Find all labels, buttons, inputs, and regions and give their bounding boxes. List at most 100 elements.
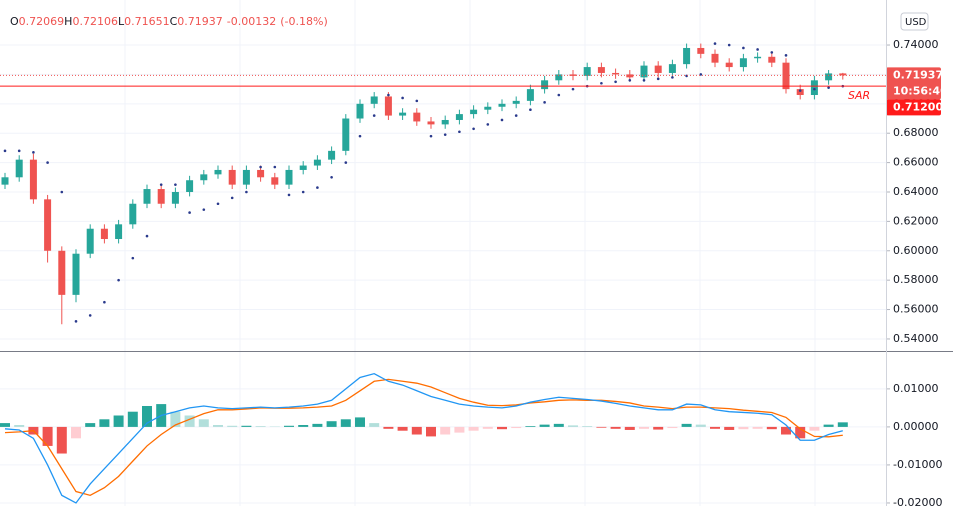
candle-body — [725, 62, 733, 68]
candle-body — [228, 169, 236, 185]
histogram-bar — [667, 426, 678, 429]
histogram-bar — [56, 426, 67, 454]
candle-body — [58, 250, 66, 295]
sar-dot — [543, 101, 546, 104]
candle-body — [739, 58, 747, 68]
sar-dot — [301, 190, 305, 194]
candle-body — [115, 224, 123, 240]
candle-body — [285, 169, 293, 185]
histogram-bar — [142, 405, 152, 427]
candle-body — [257, 169, 265, 178]
candle-body — [342, 118, 350, 151]
candle-body — [29, 159, 37, 200]
histogram-bar — [568, 425, 578, 427]
sar-dot — [486, 123, 490, 126]
sar-dot — [813, 87, 816, 91]
histogram-bar — [624, 426, 635, 430]
histogram-bar — [468, 426, 479, 431]
histogram-bar — [369, 423, 380, 427]
sar-dot — [387, 93, 390, 97]
histogram-bar — [426, 426, 436, 437]
y-tick-label: 0.64000 — [893, 185, 939, 198]
sar-dot — [784, 54, 788, 57]
sar-dot — [514, 114, 518, 117]
candle-body — [72, 253, 80, 295]
header-key: L — [118, 15, 125, 28]
histogram-bar — [752, 426, 763, 429]
sar-dot — [699, 73, 703, 76]
y-tick-label: 0.60000 — [893, 244, 939, 257]
header-value: (-0.18%) — [280, 15, 328, 28]
candle-body — [612, 72, 620, 75]
histogram-bar — [355, 417, 365, 427]
histogram-bar — [653, 426, 664, 430]
candle-body — [100, 228, 108, 240]
sar-dot — [159, 183, 163, 186]
histogram-bar — [298, 425, 309, 427]
sar-dot — [798, 89, 802, 92]
header-value: 0.71937 — [177, 15, 223, 28]
histogram-bar — [454, 426, 465, 433]
sar-dot — [202, 208, 206, 211]
sar-dot — [17, 149, 21, 153]
candle-body — [441, 119, 449, 125]
histogram-bar — [639, 426, 649, 429]
candle-body — [697, 47, 705, 54]
sar-dot — [472, 127, 475, 131]
sar-dot — [245, 190, 248, 194]
y-tick-label: 0.56000 — [893, 303, 939, 316]
sar-dot — [188, 211, 191, 214]
candle-body — [271, 177, 279, 185]
candle-body — [1, 177, 9, 185]
histogram-bar — [340, 419, 351, 427]
candle-body — [242, 169, 250, 185]
sar-dot — [770, 51, 774, 54]
histogram-bar — [539, 424, 550, 427]
histogram-bar — [781, 426, 791, 435]
histogram-bar — [312, 423, 323, 427]
histogram-bar — [0, 423, 10, 427]
histogram-bar — [42, 426, 53, 446]
histogram-bar — [766, 426, 777, 430]
sar-dot — [88, 314, 92, 317]
histogram-bar — [610, 426, 621, 429]
sar-dot — [415, 99, 419, 103]
candle-body — [370, 96, 378, 104]
candle-body — [384, 96, 392, 116]
candle-body — [455, 114, 463, 120]
candle-body — [470, 109, 478, 115]
histogram-bar — [113, 415, 124, 427]
sar-dot — [727, 43, 731, 47]
candle-body — [555, 74, 563, 81]
histogram-bar — [227, 425, 238, 427]
candle-body — [597, 67, 605, 73]
sar-dot — [656, 77, 660, 81]
y-tick-label: 0.74000 — [893, 38, 939, 51]
candle-body — [186, 180, 194, 192]
header-key: H — [64, 15, 72, 28]
sar-dot — [458, 130, 461, 134]
candle-body — [654, 65, 662, 73]
candle-body — [583, 67, 591, 76]
y-tick-label: 0.58000 — [893, 273, 939, 286]
histogram-bar — [213, 425, 223, 427]
last-price-box — [886, 67, 941, 100]
sar-dot — [60, 190, 64, 194]
sar-dot — [230, 196, 234, 200]
last-price-label: 0.71937 — [893, 68, 943, 81]
histogram-bar — [724, 426, 735, 430]
candle-body — [796, 89, 804, 95]
sar-dot — [671, 76, 674, 79]
histogram-bar — [255, 426, 266, 427]
sar-dot — [500, 118, 504, 122]
candle-body — [683, 47, 691, 65]
y-tick-label: 0.62000 — [893, 214, 939, 227]
histogram-bar — [397, 426, 408, 431]
sar-dot — [259, 165, 262, 169]
y-tick-label: -0.01000 — [893, 458, 942, 471]
histogram-bar — [85, 423, 96, 427]
candle-body — [86, 228, 94, 254]
candle-body — [754, 56, 762, 59]
sar-dot — [32, 151, 35, 154]
histogram-bar — [553, 423, 564, 427]
